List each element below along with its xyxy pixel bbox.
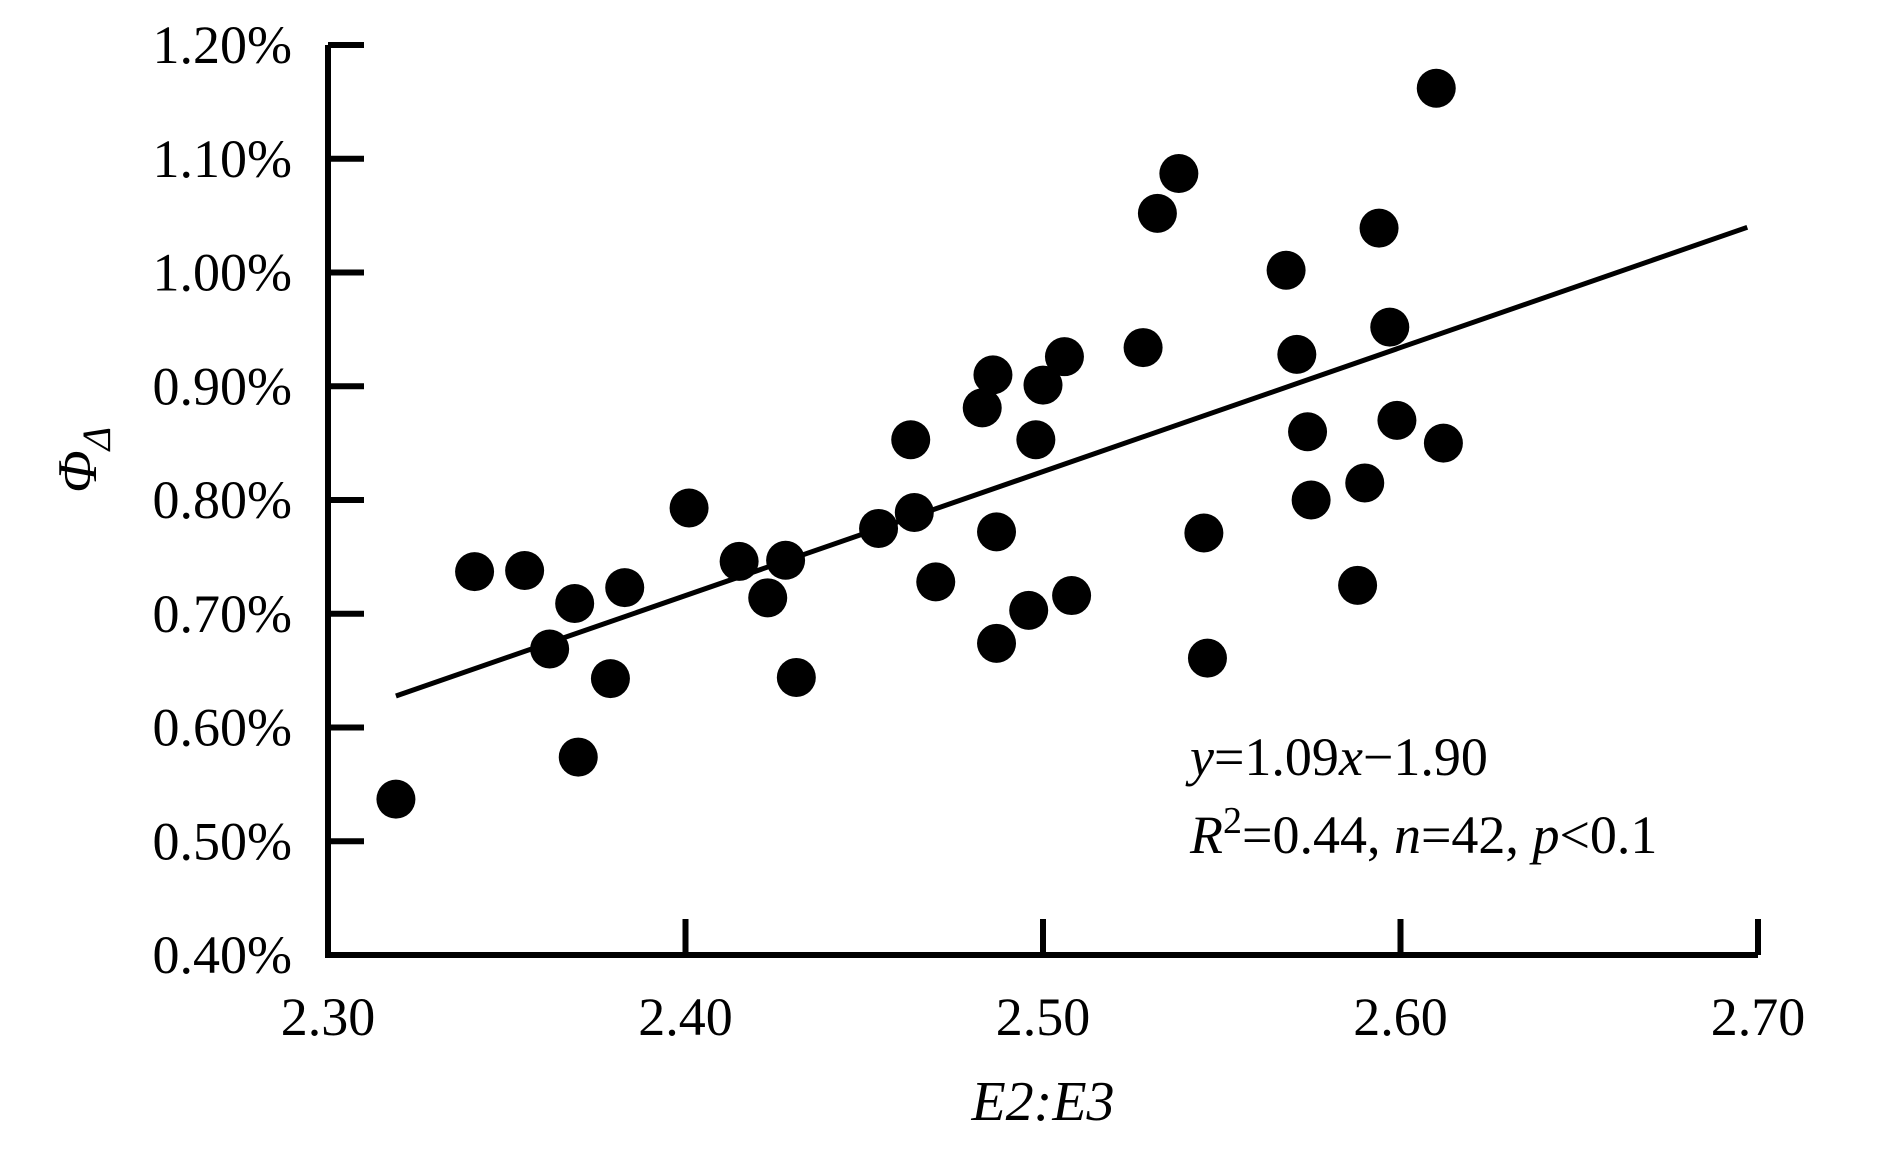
data-point: [1016, 420, 1056, 460]
y-tick-label: 1.10%: [153, 129, 292, 189]
data-point: [916, 562, 956, 602]
data-point: [455, 552, 495, 592]
data-point: [859, 508, 899, 548]
y-tick-label: 0.70%: [153, 584, 292, 644]
data-point: [766, 540, 806, 580]
data-point: [1123, 328, 1163, 368]
data-point: [1023, 365, 1063, 405]
data-point: [530, 629, 570, 669]
data-point: [748, 578, 788, 618]
x-tick-label: 2.60: [1353, 987, 1448, 1047]
y-tick-label: 0.80%: [153, 470, 292, 530]
data-point: [1277, 334, 1317, 374]
data-point: [1052, 576, 1092, 616]
data-point: [558, 737, 598, 777]
trend-line: [395, 224, 1749, 699]
y-tick-label: 0.60%: [153, 698, 292, 758]
data-point: [1416, 68, 1456, 108]
data-point: [1009, 590, 1049, 630]
data-point: [962, 388, 1002, 428]
y-tick-label: 1.00%: [153, 243, 292, 303]
data-point: [669, 488, 709, 528]
data-point: [977, 512, 1017, 552]
data-point: [1370, 307, 1410, 347]
data-point: [973, 355, 1013, 395]
data-point: [1291, 480, 1331, 520]
data-point: [1345, 463, 1385, 503]
data-point: [555, 584, 595, 624]
y-axis-label: ΦΔ: [47, 427, 119, 493]
x-tick-label: 2.30: [281, 987, 376, 1047]
data-point: [605, 568, 645, 608]
data-point: [894, 493, 934, 533]
data-point: [1044, 337, 1084, 377]
data-point: [1359, 208, 1399, 248]
data-point: [1187, 638, 1227, 678]
x-tick-label: 2.50: [996, 987, 1091, 1047]
data-point: [505, 551, 545, 591]
x-axis-label: E2:E3: [970, 1071, 1114, 1133]
data-point: [776, 657, 816, 697]
y-tick-label: 0.90%: [153, 356, 292, 416]
regression-stats: R2=0.44, n=42, p<0.1: [1189, 800, 1657, 865]
data-point: [1338, 565, 1378, 605]
data-point: [719, 541, 759, 581]
x-tick-label: 2.40: [638, 987, 733, 1047]
data-point: [1423, 423, 1463, 463]
x-tick-label: 2.70: [1711, 987, 1806, 1047]
y-tick-label: 1.20%: [153, 15, 292, 75]
data-point: [891, 420, 931, 460]
data-point: [376, 779, 416, 819]
data-point: [1137, 193, 1177, 233]
data-point: [1184, 513, 1224, 553]
y-tick-label: 0.40%: [153, 925, 292, 985]
y-tick-label: 0.50%: [153, 811, 292, 871]
data-point: [590, 659, 630, 699]
data-point: [1288, 412, 1328, 452]
data-point: [1266, 250, 1306, 290]
data-point: [977, 623, 1017, 663]
regression-equation: y=1.09x−1.90: [1185, 727, 1488, 787]
data-point: [1159, 154, 1199, 194]
data-point: [1377, 400, 1417, 440]
